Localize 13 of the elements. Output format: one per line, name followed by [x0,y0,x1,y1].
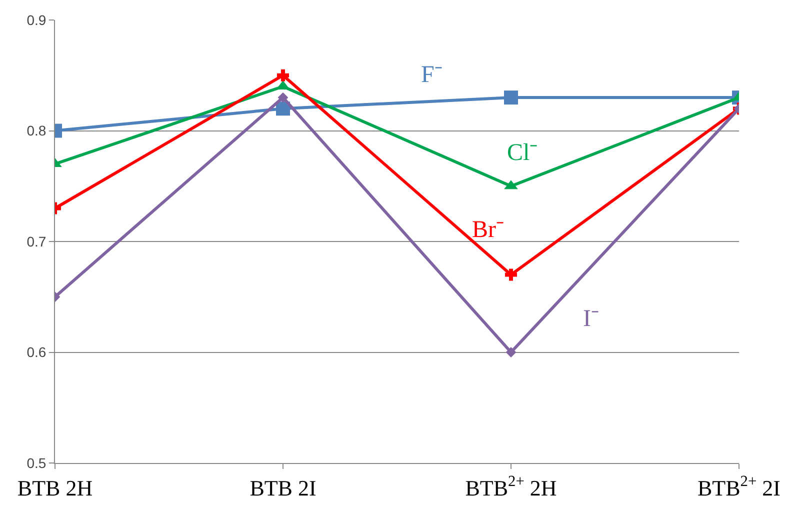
series-label: Cl⁻ [507,140,538,166]
x-tick-label: BTB$^{2+}$ 2I [697,473,781,500]
y-tick-label: 0.5 [26,454,46,471]
series-label: F⁻ [421,62,442,88]
series-label: I⁻ [583,306,599,332]
y-tick-label: 0.7 [26,233,46,250]
series-label: Br⁻ [472,217,504,243]
y-tick-label: 0.9 [26,12,46,28]
x-tick-label: BTB 2H [17,475,93,500]
y-tick-label: 0.6 [26,344,46,360]
x-tick-label: BTB 2I [250,475,316,500]
x-tick-label: BTB$^{2+}$ 2H [465,473,557,500]
y-tick-label: 0.8 [26,122,46,139]
